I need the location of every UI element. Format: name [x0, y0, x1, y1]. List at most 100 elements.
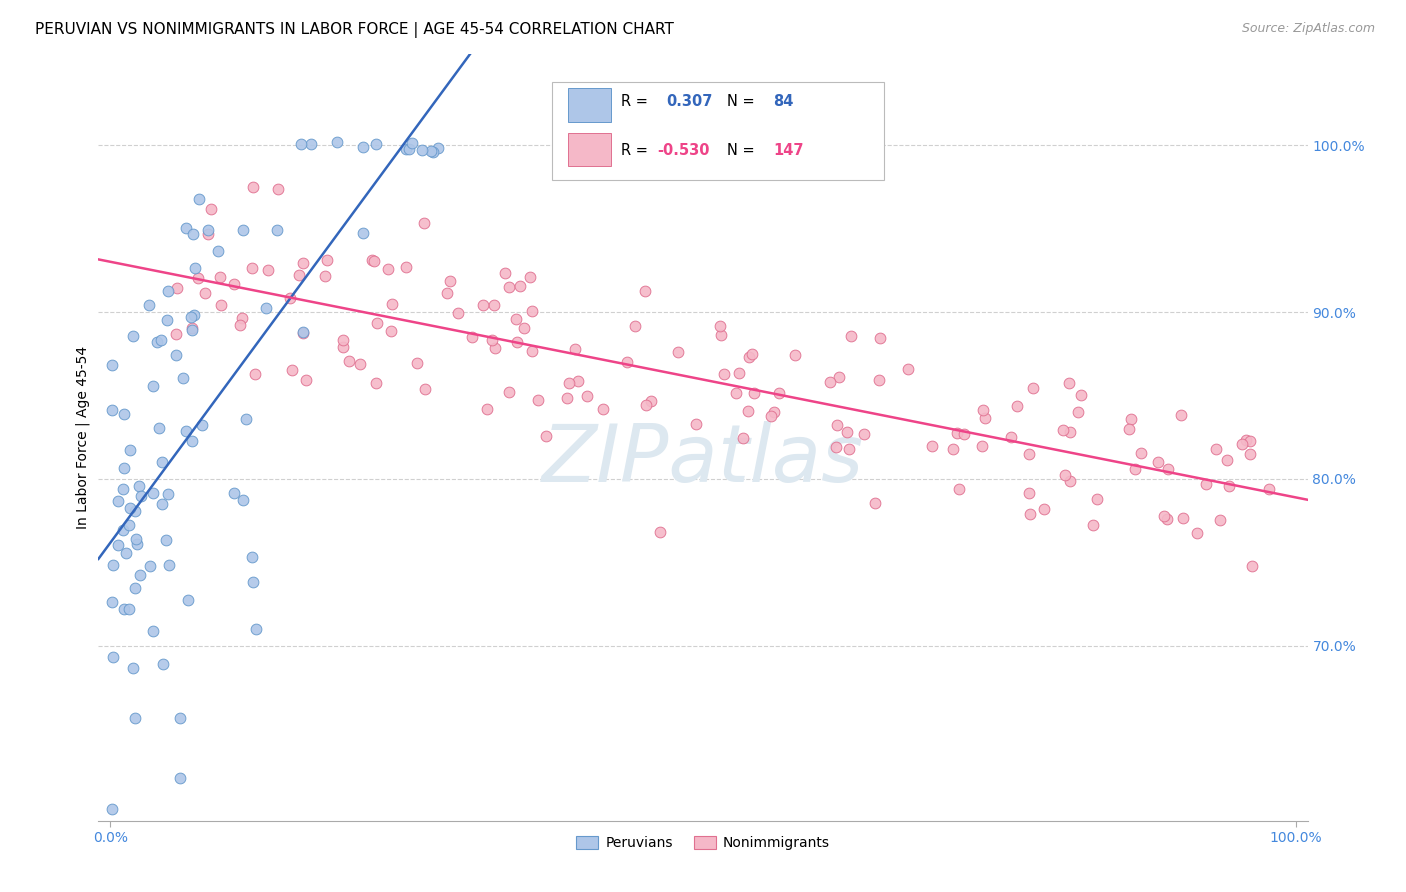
Point	[235, 412, 257, 426]
Point	[1234, 434, 1257, 448]
Point	[970, 439, 993, 453]
Y-axis label: In Labor Force | Age 45-54: In Labor Force | Age 45-54	[76, 345, 90, 529]
Point	[100, 802, 122, 816]
Point	[759, 409, 782, 423]
Point	[366, 136, 388, 151]
Point	[325, 135, 347, 149]
Point	[412, 217, 434, 231]
Point	[710, 328, 733, 343]
Point	[183, 261, 205, 276]
Point	[763, 405, 786, 419]
Point	[176, 221, 198, 235]
Point	[1156, 512, 1178, 526]
Point	[1209, 514, 1232, 528]
Point	[519, 270, 541, 285]
Point	[100, 595, 122, 609]
Point	[197, 223, 219, 237]
Point	[1054, 467, 1077, 482]
Point	[1185, 525, 1208, 540]
Point	[124, 711, 146, 725]
Point	[737, 404, 759, 418]
Point	[1194, 476, 1216, 491]
Point	[118, 443, 141, 458]
Point	[381, 297, 404, 311]
Point	[301, 137, 323, 152]
Point	[124, 504, 146, 518]
Point	[209, 297, 232, 311]
Point	[125, 532, 148, 546]
Point	[534, 429, 557, 443]
Point	[232, 493, 254, 508]
Point	[1067, 405, 1090, 419]
Point	[1059, 475, 1081, 489]
Point	[869, 331, 891, 345]
Point	[287, 268, 309, 283]
Point	[181, 227, 204, 241]
Point	[122, 661, 145, 675]
Point	[439, 274, 461, 288]
Point	[150, 497, 173, 511]
Point	[1018, 486, 1040, 500]
Point	[953, 427, 976, 442]
Point	[103, 649, 125, 664]
Point	[1258, 482, 1281, 496]
Point	[165, 348, 187, 362]
Point	[401, 136, 423, 151]
Point	[254, 301, 277, 315]
Text: 147: 147	[773, 144, 804, 158]
Point	[180, 310, 202, 324]
Point	[1000, 430, 1022, 444]
Text: PERUVIAN VS NONIMMIGRANTS IN LABOR FORCE | AGE 45-54 CORRELATION CHART: PERUVIAN VS NONIMMIGRANTS IN LABOR FORCE…	[35, 22, 673, 38]
Point	[648, 525, 671, 540]
Point	[419, 144, 441, 158]
Point	[394, 143, 416, 157]
Point	[166, 281, 188, 295]
Point	[972, 403, 994, 417]
Point	[406, 356, 429, 370]
Point	[118, 501, 141, 516]
Point	[142, 624, 165, 638]
FancyBboxPatch shape	[551, 82, 884, 180]
Text: -0.530: -0.530	[657, 144, 710, 158]
Point	[193, 285, 215, 300]
Point	[337, 354, 360, 368]
Point	[291, 256, 314, 270]
Point	[101, 558, 124, 573]
Point	[567, 374, 589, 388]
Point	[398, 142, 420, 156]
Point	[475, 401, 498, 416]
Point	[447, 305, 470, 319]
Point	[783, 348, 806, 362]
Point	[623, 318, 645, 333]
Point	[207, 244, 229, 258]
Point	[974, 411, 997, 425]
Point	[592, 402, 614, 417]
Point	[125, 536, 148, 550]
Point	[200, 202, 222, 216]
Point	[948, 482, 970, 496]
Point	[150, 455, 173, 469]
Point	[294, 373, 316, 387]
Point	[174, 424, 197, 438]
Point	[506, 334, 529, 349]
Point	[118, 518, 141, 533]
Point	[727, 367, 749, 381]
Point	[208, 270, 231, 285]
Point	[868, 373, 890, 387]
Point	[1239, 447, 1261, 461]
Point	[157, 487, 180, 501]
Point	[1123, 462, 1146, 476]
Point	[1241, 558, 1264, 573]
Point	[150, 333, 173, 347]
Point	[484, 341, 506, 355]
Point	[112, 461, 135, 475]
Point	[363, 253, 385, 268]
Point	[1022, 380, 1045, 394]
Point	[666, 345, 689, 359]
Point	[148, 421, 170, 435]
Legend: Peruvians, Nonimmigrants: Peruvians, Nonimmigrants	[571, 830, 835, 856]
Point	[142, 486, 165, 500]
Point	[267, 182, 290, 196]
Point	[509, 279, 531, 293]
Point	[481, 333, 503, 347]
